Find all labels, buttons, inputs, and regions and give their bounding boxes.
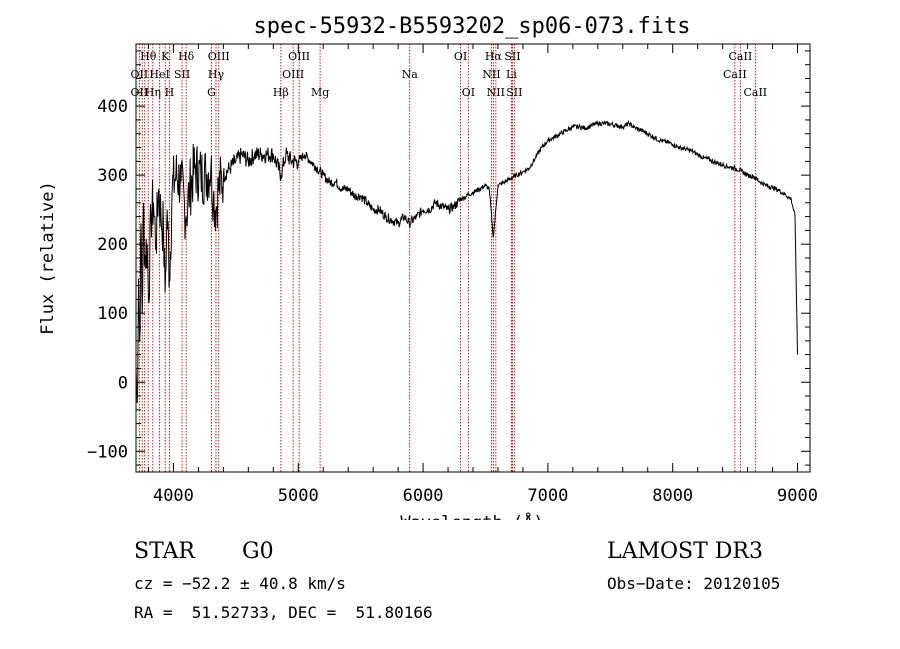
spectral-line-label: NII xyxy=(482,68,500,81)
spectral-line-label: SII xyxy=(504,50,520,63)
spectral-line-label: OI xyxy=(462,86,475,99)
axis-ticks: 4000 5000 6000 7000 8000 9000 −100 0 100 200 300 40… xyxy=(87,44,818,506)
object-subclass: G0 xyxy=(242,539,274,564)
spectral-line-label: H xyxy=(165,86,175,99)
x-tick-label: 7000 xyxy=(527,486,568,506)
spectral-line-label: Hα xyxy=(485,50,503,63)
spectral-line-label: G xyxy=(207,86,216,99)
x-axis-label: Wavelength (Å) xyxy=(400,511,543,520)
spectral-line-label: Hθ xyxy=(140,50,157,63)
y-tick-label: 400 xyxy=(97,97,128,117)
y-axis-label: Flux (relative) xyxy=(38,181,58,335)
chart-title: spec-55932-B5593202_sp06-073.fits xyxy=(253,14,690,39)
spectral-line-label: OI xyxy=(454,50,467,63)
spectral-line-label: CaII xyxy=(723,68,747,81)
spectral-line-label: OIII xyxy=(282,68,304,81)
marker-lines xyxy=(138,44,756,472)
spectral-line-label: CaII xyxy=(743,86,767,99)
spectral-line-label: Hη xyxy=(145,86,161,99)
x-tick-label: 8000 xyxy=(652,486,693,506)
obs-date: Obs−Date: 20120105 xyxy=(607,574,781,593)
spectral-line-label: NII xyxy=(487,86,505,99)
spectral-line-label: Na xyxy=(402,68,419,81)
x-tick-label: 4000 xyxy=(153,486,194,506)
x-tick-label: 9000 xyxy=(777,486,818,506)
x-tick-label: 6000 xyxy=(403,486,444,506)
spectral-line-label: CaII xyxy=(729,50,753,63)
plot-frame xyxy=(135,43,811,473)
spectrum-line xyxy=(135,119,798,404)
x-tick-label: 5000 xyxy=(278,486,319,506)
y-tick-label: 100 xyxy=(97,304,128,324)
spectral-line-label: OII xyxy=(131,68,149,81)
spectral-line-label: OIII xyxy=(208,50,230,63)
spectrum-plot: spec-55932-B5593202_sp06-073.fits Hθ K Hδ O… xyxy=(38,14,818,520)
spectral-line-label: Hγ xyxy=(208,68,225,81)
spectral-line-label: Hδ xyxy=(178,50,195,63)
y-tick-label: 200 xyxy=(97,235,128,255)
y-tick-label: −100 xyxy=(87,442,128,462)
y-tick-label: 300 xyxy=(97,166,128,186)
spectral-line-label: OIII xyxy=(288,50,310,63)
spectral-line-label: SII xyxy=(506,86,522,99)
redshift-text: cz = −52.2 ± 40.8 km/s xyxy=(134,574,346,593)
y-tick-label: 0 xyxy=(118,373,128,393)
coordinates: RA = 51.52733, DEC = 51.80166 xyxy=(134,603,433,622)
spectral-line-label: Li xyxy=(506,68,517,81)
spectral-line-label: Mg xyxy=(311,86,329,99)
object-class: STAR xyxy=(134,539,195,564)
spectral-line-label: Hβ xyxy=(273,86,289,99)
spectral-line-label: SII xyxy=(174,68,190,81)
spectral-line-label: HeI xyxy=(149,68,169,81)
spectral-line-label: K xyxy=(161,50,170,63)
survey-name: LAMOST DR3 xyxy=(607,539,763,564)
